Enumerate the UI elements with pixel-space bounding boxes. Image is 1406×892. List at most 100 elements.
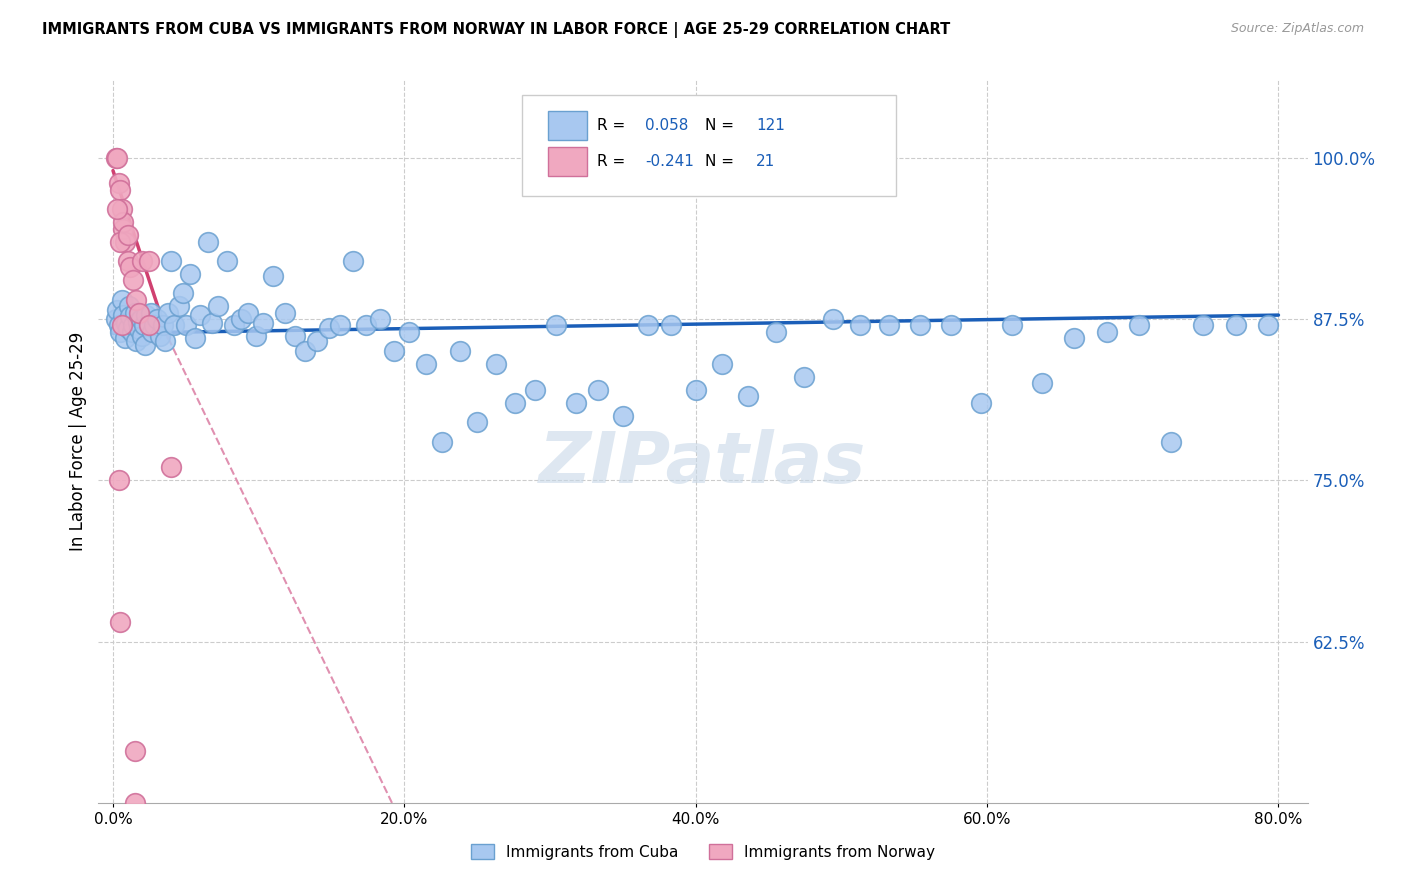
Text: 21: 21 (756, 153, 776, 169)
Point (172, 286, 194, 301)
Point (544, 318, 567, 333)
Point (110, 235, 132, 249)
Point (114, 331, 136, 345)
Point (112, 221, 135, 235)
Point (765, 325, 787, 339)
Point (356, 318, 378, 333)
Point (1160, 434, 1182, 449)
Point (155, 334, 177, 348)
Point (222, 318, 245, 333)
Y-axis label: In Labor Force | Age 25-29: In Labor Force | Age 25-29 (69, 332, 87, 551)
Point (849, 318, 872, 333)
Point (111, 202, 134, 217)
Text: R =: R = (596, 118, 630, 133)
Point (174, 318, 197, 333)
Point (1225, 318, 1247, 333)
Point (124, 744, 146, 758)
Point (342, 253, 364, 268)
Point (821, 312, 844, 326)
Point (115, 316, 138, 330)
Point (129, 312, 152, 326)
Point (1257, 318, 1279, 333)
Point (108, 318, 131, 333)
Point (122, 273, 145, 287)
Point (432, 434, 454, 449)
Point (112, 308, 135, 322)
Point (565, 396, 588, 410)
Text: N =: N = (706, 153, 740, 169)
Point (659, 318, 682, 333)
Point (329, 318, 352, 333)
Text: ZIPatlas: ZIPatlas (540, 429, 866, 498)
Point (117, 228, 139, 243)
Point (1063, 331, 1085, 345)
Point (127, 314, 149, 328)
Point (124, 796, 146, 810)
Text: Source: ZipAtlas.com: Source: ZipAtlas.com (1230, 22, 1364, 36)
Point (138, 316, 160, 330)
Point (368, 312, 391, 326)
Point (318, 321, 340, 335)
Point (586, 383, 609, 397)
Point (215, 253, 238, 268)
Point (737, 389, 759, 403)
Point (305, 334, 328, 348)
Point (132, 318, 155, 333)
Point (111, 293, 134, 307)
Point (262, 269, 284, 284)
Point (710, 357, 733, 371)
Point (612, 409, 634, 423)
Point (124, 305, 146, 319)
Point (149, 328, 172, 343)
Point (114, 235, 136, 249)
Point (1128, 318, 1150, 333)
Point (108, 473, 131, 487)
Point (201, 316, 224, 330)
Point (131, 328, 153, 343)
Point (879, 318, 901, 333)
Legend: Immigrants from Cuba, Immigrants from Norway: Immigrants from Cuba, Immigrants from No… (463, 836, 943, 867)
Point (179, 267, 201, 281)
Point (908, 318, 931, 333)
Point (121, 325, 143, 339)
Point (120, 260, 142, 275)
FancyBboxPatch shape (522, 95, 897, 196)
Point (274, 305, 297, 319)
Point (122, 318, 145, 333)
Point (110, 183, 132, 197)
FancyBboxPatch shape (548, 147, 586, 176)
Point (125, 293, 148, 307)
Point (128, 305, 150, 319)
Point (637, 318, 659, 333)
Point (415, 357, 437, 371)
Point (238, 305, 260, 319)
Text: R =: R = (596, 153, 630, 169)
Point (157, 305, 180, 319)
Point (138, 318, 160, 333)
Point (105, 202, 128, 217)
Point (485, 357, 508, 371)
Point (294, 344, 316, 359)
Point (104, 312, 127, 326)
Point (111, 318, 134, 333)
Point (252, 316, 274, 330)
Point (284, 328, 307, 343)
Point (142, 318, 165, 333)
Point (135, 308, 157, 322)
Text: 0.058: 0.058 (645, 118, 689, 133)
Point (128, 322, 150, 336)
Point (104, 151, 127, 165)
Point (139, 305, 162, 319)
Point (524, 383, 547, 397)
Point (167, 299, 190, 313)
Point (465, 415, 488, 429)
Point (939, 318, 962, 333)
Point (163, 318, 186, 333)
Point (231, 312, 253, 326)
Point (118, 299, 141, 313)
Point (105, 151, 128, 165)
Point (112, 215, 135, 229)
Point (125, 334, 148, 348)
Point (160, 253, 183, 268)
Point (134, 338, 156, 352)
